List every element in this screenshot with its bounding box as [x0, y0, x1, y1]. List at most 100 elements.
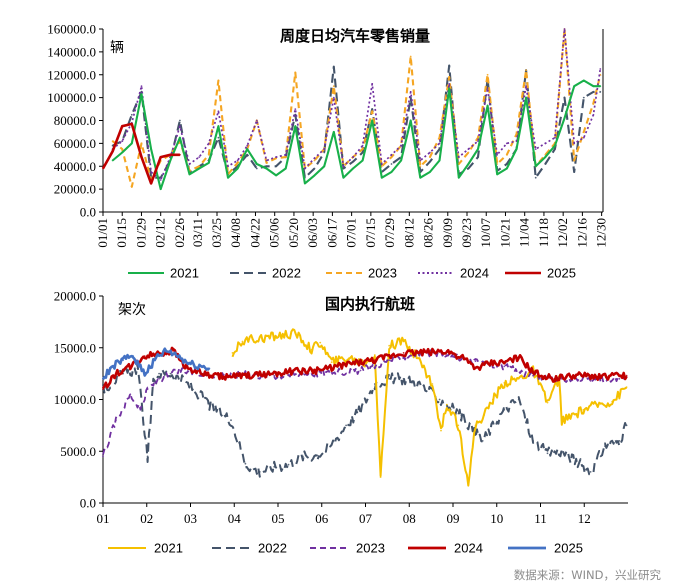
data-point-2024 — [187, 367, 189, 370]
data-point-2022 — [477, 156, 479, 159]
data-point-2024 — [361, 144, 364, 147]
data-point-2021 — [546, 401, 549, 404]
data-point-2021 — [313, 174, 316, 177]
data-point-2024 — [304, 167, 306, 170]
data-point-2021 — [596, 403, 599, 406]
unit-label: 辆 — [110, 40, 124, 56]
legend-label-2025: 2025 — [554, 541, 583, 556]
series-line-2022 — [102, 362, 628, 478]
data-point-2022 — [302, 455, 304, 458]
data-point-2022 — [371, 108, 374, 110]
data-point-2023 — [332, 85, 335, 88]
data-point-2022 — [111, 144, 114, 147]
data-point-2024 — [198, 156, 201, 159]
data-point-2021 — [563, 117, 566, 120]
data-point-2023 — [445, 354, 448, 356]
data-point-2021 — [111, 159, 114, 162]
data-point-2025 — [102, 167, 104, 170]
x-tick-label: 04 — [228, 511, 242, 526]
data-point-2024 — [474, 367, 477, 370]
data-point-2024 — [445, 350, 448, 352]
data-point-2023 — [419, 165, 422, 168]
x-tick-label: 07/01 — [344, 218, 359, 248]
data-point-2022 — [230, 419, 232, 422]
data-point-2021 — [304, 182, 306, 185]
data-point-2023 — [222, 373, 225, 376]
data-point-2022 — [345, 424, 347, 427]
domestic-flights-chart: 0.0 5000.0 10000.0 15000.0 20000.0 01 02 03 04 05… — [54, 290, 628, 556]
x-tick-label: 09 — [447, 511, 460, 526]
data-point-2021 — [568, 417, 570, 419]
data-point-2024 — [294, 108, 297, 110]
data-point-2024 — [352, 156, 354, 159]
data-point-2021 — [611, 400, 614, 403]
unit-label: 架次 — [118, 302, 146, 318]
data-point-2023 — [429, 156, 431, 159]
data-point-2025 — [143, 372, 146, 375]
data-point-2024 — [517, 356, 520, 358]
data-point-2022 — [255, 167, 258, 170]
data-point-2021 — [130, 142, 133, 145]
data-point-2025 — [130, 123, 133, 125]
data-point-2021 — [371, 119, 374, 122]
data-point-2024 — [332, 96, 335, 99]
data-point-2022 — [503, 408, 506, 411]
x-tick-label: 05/06 — [267, 218, 282, 248]
data-point-2021 — [227, 176, 229, 179]
data-point-2024 — [179, 125, 181, 128]
data-point-2021 — [294, 332, 297, 335]
data-point-2021 — [332, 131, 335, 133]
data-point-2024 — [477, 140, 479, 143]
legend-label-2024: 2024 — [460, 266, 489, 281]
data-point-2022 — [258, 471, 261, 473]
x-tick-label: 02/26 — [172, 218, 187, 248]
data-point-2021 — [179, 136, 181, 139]
legend-label-2025: 2025 — [547, 266, 576, 281]
data-point-2022 — [592, 91, 595, 93]
data-point-2021 — [554, 144, 556, 147]
data-point-2024 — [431, 351, 434, 353]
series-line-2023 — [111, 27, 602, 188]
data-point-2024 — [592, 113, 595, 116]
data-point-2024 — [489, 362, 491, 365]
data-point-2022 — [438, 398, 441, 401]
data-point-2025 — [140, 156, 143, 159]
data-point-2023 — [361, 148, 364, 151]
data-point-2024 — [236, 159, 239, 162]
data-point-2024 — [409, 91, 412, 93]
data-point-2023 — [139, 408, 142, 411]
data-point-2024 — [532, 371, 534, 374]
data-point-2023 — [515, 133, 518, 136]
data-point-2021 — [457, 176, 460, 179]
x-tick-label: 12/02 — [555, 218, 570, 248]
data-point-2024 — [208, 374, 211, 377]
data-point-2021 — [198, 167, 201, 170]
data-point-2025 — [150, 182, 153, 185]
data-point-2021 — [505, 167, 508, 170]
data-point-2022 — [313, 167, 316, 170]
data-point-2022 — [618, 440, 621, 442]
data-point-2021 — [207, 161, 210, 164]
data-point-2022 — [136, 367, 139, 370]
data-point-2024 — [255, 119, 258, 122]
x-tick-label: 08 — [403, 511, 416, 526]
data-point-2024 — [534, 148, 537, 151]
x-tick-label: 04/08 — [228, 218, 243, 248]
data-point-2023 — [207, 153, 210, 156]
data-point-2025 — [111, 150, 114, 153]
x-tick-label: 12 — [578, 511, 591, 526]
data-point-2022 — [158, 372, 161, 375]
data-point-2021 — [592, 85, 595, 88]
data-point-2023 — [573, 159, 576, 162]
data-point-2024 — [438, 142, 441, 145]
data-point-2022 — [342, 167, 345, 170]
data-point-2021 — [400, 159, 402, 162]
data-point-2021 — [169, 159, 172, 162]
data-point-2024 — [373, 359, 376, 362]
data-point-2022 — [532, 440, 534, 442]
data-point-2021 — [310, 348, 313, 351]
data-point-2022 — [217, 136, 220, 139]
data-point-2021 — [330, 361, 333, 364]
data-point-2022 — [582, 96, 585, 99]
data-point-2021 — [275, 174, 277, 177]
